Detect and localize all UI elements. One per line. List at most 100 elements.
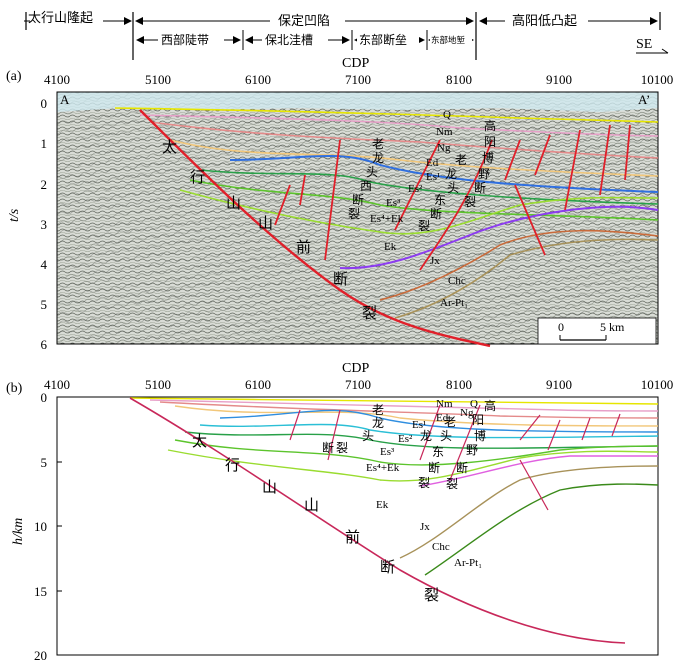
fault-char: 高: [484, 398, 496, 413]
fault-char: 山: [262, 478, 277, 496]
x-tick-label: 8100: [446, 72, 472, 87]
stratum-label: Jx: [420, 521, 430, 533]
x-tick-label: 5100: [145, 377, 171, 392]
horizon-arpt: [424, 483, 659, 576]
y-tick-label: 3: [41, 217, 48, 232]
stratum-label: Nm: [436, 398, 453, 410]
horizon-nm: [149, 399, 659, 412]
x-tick-label: 6100: [245, 72, 271, 87]
y-tick-label: 6: [41, 337, 48, 352]
x-tick-label: 10100: [641, 72, 674, 87]
fault-char: 老: [372, 137, 384, 151]
fault-char: 博: [482, 150, 494, 165]
fault-char: 东: [434, 193, 446, 207]
panel-a-cdp-title: CDP: [342, 56, 369, 71]
fault-char: 断: [322, 440, 334, 455]
fault-char: 断: [380, 558, 395, 576]
horizon-es3: [184, 431, 659, 449]
corner-label-a-prime: A’: [638, 92, 650, 107]
y-tick-label: 5: [41, 297, 48, 312]
fault-char: 山: [258, 214, 273, 232]
fault-char: 龙: [372, 416, 384, 430]
stratum-label: Es¹: [412, 419, 426, 431]
fault-char: 老: [372, 403, 384, 417]
fault-char: 裂: [424, 586, 439, 604]
fault-taihang: [139, 109, 491, 348]
panel-a-y-label: t/s: [7, 208, 22, 222]
segment-gaoyang: 高阳低凸起: [512, 13, 577, 29]
fault-laolongtou-west: [324, 139, 341, 261]
segment-taihang: 太行山隆起: [28, 11, 93, 26]
fault-char: 头: [366, 165, 378, 179]
horizon-es2: [199, 423, 659, 439]
x-tick-label: 5100: [145, 72, 171, 87]
subsegment-eastblock: 东部断垒: [359, 32, 407, 47]
y-tick-label: 10: [34, 519, 47, 534]
stratum-label: Ar-Pt₁: [440, 297, 468, 309]
stratum-label: Nm: [436, 126, 453, 138]
fault-laolongtou-east: [394, 139, 441, 231]
stratum-label: Es²: [398, 433, 413, 445]
horizon-nm: [139, 114, 659, 137]
panel-a-fault-names: 太 行 山 山 前 断 裂: [162, 138, 377, 322]
panel-b-x-ticks: 4100 5100 6100 7100 8100 9100 10100: [44, 377, 673, 392]
fault-gaoyang: [449, 404, 481, 481]
horizon-jx: [379, 229, 659, 301]
fault-char: 高: [484, 118, 496, 133]
stratum-label: Chc: [432, 541, 450, 553]
direction-label: SE: [636, 37, 652, 52]
horizon-es3b: [174, 439, 659, 466]
panel-a: (a) CDP 4100 5100 6100 7100 8100 9100 10…: [6, 56, 673, 352]
stratum-label: Es³: [380, 446, 395, 458]
fault-char: 裂: [464, 195, 476, 209]
stratum-label: Chc: [448, 275, 466, 287]
horizon-chc: [399, 465, 659, 559]
fault-char: 太: [162, 138, 177, 156]
y-tick-label: 2: [41, 177, 48, 192]
panel-b-label: (b): [6, 381, 23, 396]
y-tick-label: 4: [41, 257, 48, 272]
horizon-ed: [174, 405, 659, 427]
stratum-label: Es³: [386, 197, 401, 209]
fault-char: 老: [444, 415, 456, 429]
stratum-label: Jx: [430, 255, 440, 267]
fault-east: [419, 404, 441, 461]
stratum-label: Ed: [426, 157, 439, 169]
fault-char: 裂: [446, 477, 458, 491]
fault-char: 阳: [472, 413, 484, 427]
panel-a-y-ticks: 0 1 2 3 4 5 6: [41, 96, 48, 352]
panel-b: (b) CDP 4100 5100 6100 7100 8100 9100 10…: [6, 361, 673, 663]
horizon-chc: [394, 238, 659, 319]
panel-b-fault-names: 太 行 山 山 前 断 裂: [192, 432, 439, 604]
panel-b-strata: Q Nm Ng Ed Es¹ Es² Es³ Es⁴+Ek Ek Jx Chc …: [366, 398, 482, 569]
stratum-label: Ar-Pt₁: [454, 557, 482, 569]
panel-a-x-ticks: 4100 5100 6100 7100 8100 9100 10100: [44, 72, 673, 87]
y-tick-label: 0: [41, 96, 48, 111]
fault-char: 龙: [372, 151, 384, 165]
fault-char: 断: [474, 180, 486, 195]
fault-char: 裂: [348, 207, 360, 221]
horizon-es1: [229, 154, 659, 193]
y-tick-label: 15: [34, 584, 47, 599]
subsegment-eastgraben: 东部地堑: [431, 35, 466, 46]
horizon-ek: [339, 205, 659, 270]
fault-char: 阳: [484, 135, 496, 149]
fault-char: 野: [478, 167, 490, 181]
x-tick-label: 9100: [546, 377, 572, 392]
stratum-label: Q: [470, 398, 478, 410]
panel-b-y-label: h/km: [11, 518, 26, 545]
panel-b-fault-names-small: 老 龙 头 断 裂 老 龙 头 东 断 裂 高 阳 博 野 断 裂: [322, 398, 496, 491]
scale-bar: 0 5 km: [537, 317, 657, 345]
fault-laolongtou: [327, 409, 341, 461]
panel-b-horizons: [129, 397, 659, 576]
fault-char: 断: [430, 206, 442, 221]
fault-char: 前: [296, 238, 311, 256]
stratum-label: Es⁴+Ek: [370, 213, 404, 225]
scale-start: 0: [558, 320, 564, 334]
panel-b-frame: [56, 396, 659, 656]
fault-char: 裂: [362, 304, 377, 322]
panel-a-frame: [56, 91, 659, 345]
panel-b-y-ticks: 0 5 10 15 20: [34, 390, 47, 663]
segment-baoding: 保定凹陷: [278, 14, 330, 29]
fault-char: 断: [333, 270, 348, 288]
